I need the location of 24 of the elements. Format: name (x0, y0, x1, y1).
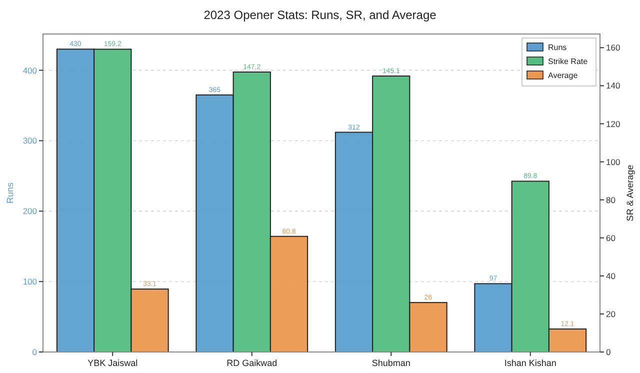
y2-tick-label: 100 (606, 156, 620, 167)
y-tick-label: 400 (22, 65, 38, 76)
legend-label: Average (548, 71, 578, 80)
y2-tick-label: 120 (606, 118, 620, 129)
x-tick-label: Ishan Kishan (504, 358, 556, 368)
legend-label: Runs (548, 43, 567, 52)
y2-tick-label: 160 (606, 42, 620, 53)
y2-tick-label: 60 (606, 232, 616, 243)
x-tick-label: RD Gaikwad (226, 358, 278, 368)
x-tick-label: YBK Jaiswal (88, 358, 138, 368)
y-tick-label: 200 (22, 206, 38, 216)
y2-tick-label: 0 (606, 347, 611, 357)
legend-label: Strike Rate (548, 57, 588, 66)
y2-axis-title: SR & Average (625, 164, 635, 222)
y2-tick-label: 140 (606, 80, 620, 91)
y-tick-label: 300 (22, 136, 38, 146)
y-tick-label: 100 (22, 276, 38, 287)
y2-tick-label: 40 (606, 270, 616, 281)
y-tick-label: 0 (32, 347, 38, 357)
y-axis-title: Runs (5, 182, 15, 204)
y2-tick-label: 20 (606, 308, 616, 319)
chart-title: 2023 Opener Stats: Runs, SR, and Average (204, 8, 437, 22)
x-tick-label: Shubman (372, 358, 410, 368)
y2-tick-label: 80 (606, 194, 616, 205)
